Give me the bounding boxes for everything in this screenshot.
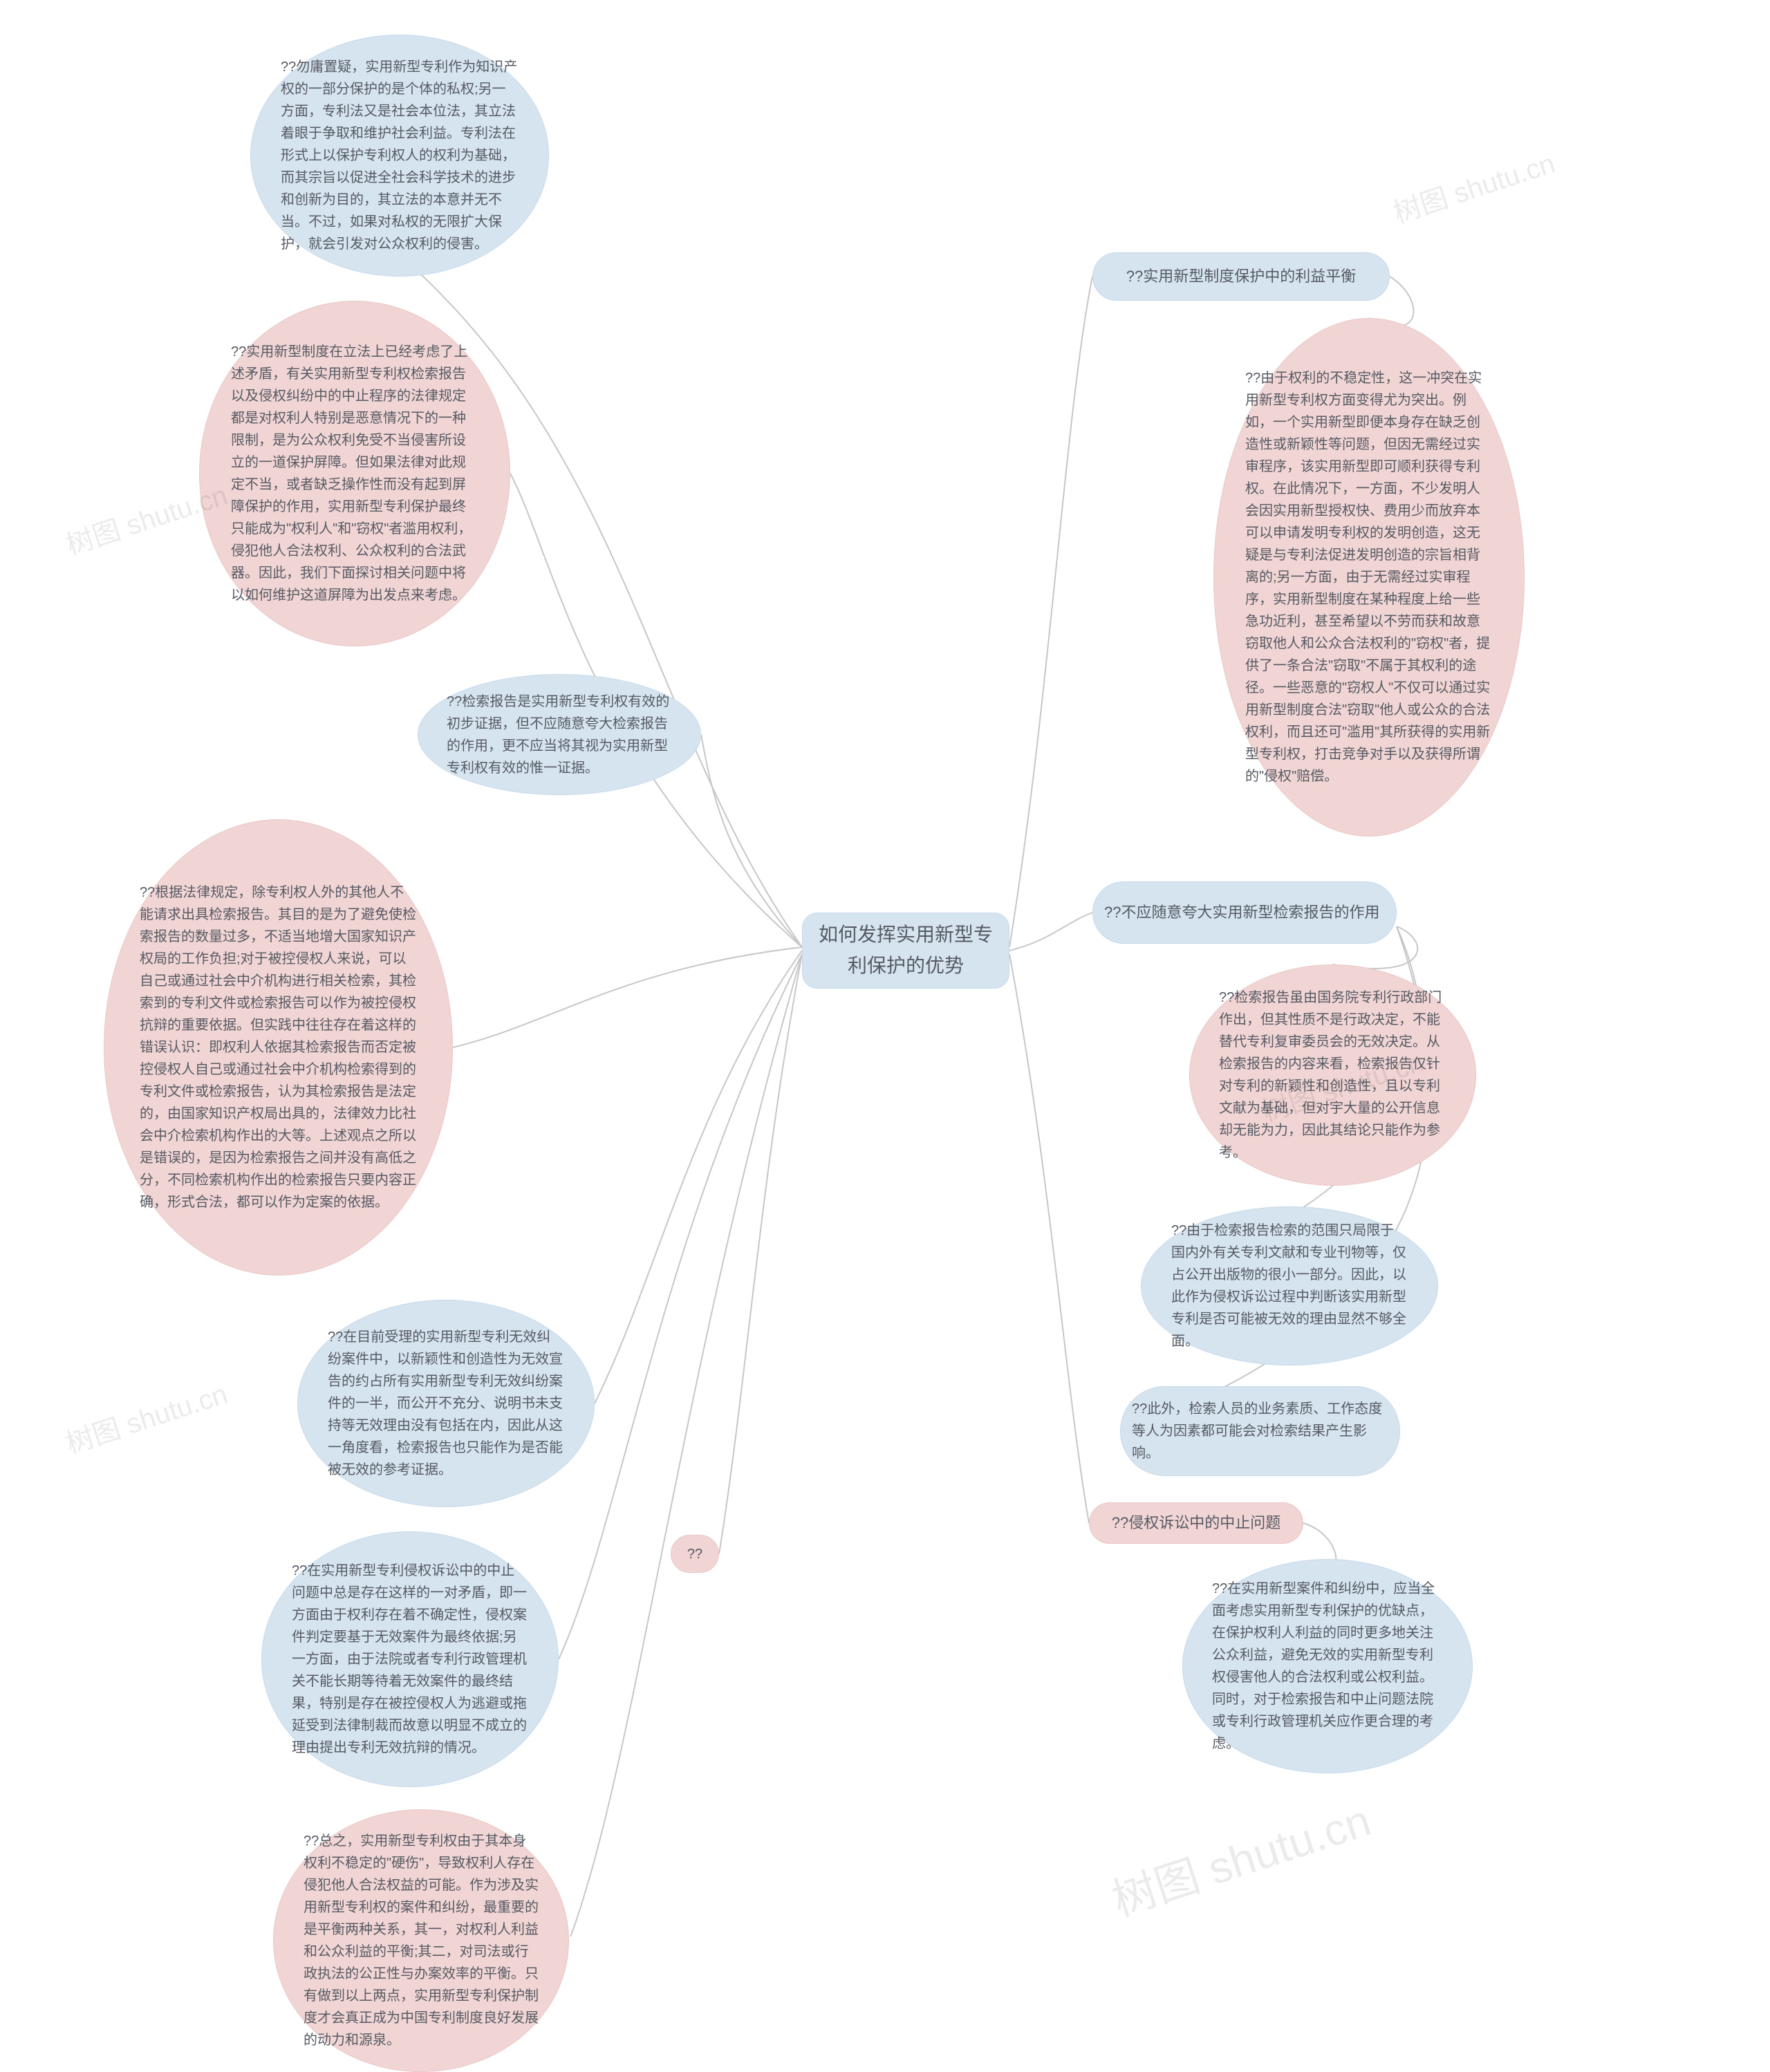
edge bbox=[1303, 1523, 1336, 1563]
mindmap-node-label: ??检索报告虽由国务院专利行政部门作出，但其性质不是行政决定，不能替代专利复审委… bbox=[1219, 987, 1446, 1164]
mindmap-node: ??实用新型制度在立法上已经考虑了上述矛盾，有关实用新型专利权检索报告以及侵权纠… bbox=[199, 301, 510, 646]
edge bbox=[701, 735, 802, 948]
mindmap-node-label: ??在目前受理的实用新型专利无效纠纷案件中，以新颖性和创造性为无效宣告的约占所有… bbox=[328, 1326, 564, 1481]
mindmap-node: ??不应随意夸大实用新型检索报告的作用 bbox=[1092, 881, 1397, 944]
mindmap-node: ??总之，实用新型专利权由于其本身权利不稳定的"硬伤"，导致权利人存在侵犯他人合… bbox=[273, 1809, 569, 2072]
mindmap-node: ??在实用新型案件和纠纷中，应当全面考虑实用新型专利保护的优缺点，在保护权利人利… bbox=[1182, 1559, 1473, 1773]
mindmap-node-label: ??此外，检索人员的业务素质、工作态度等人为因素都可能会对检索结果产生影响。 bbox=[1132, 1398, 1388, 1464]
mindmap-node-label: ??侵权诉讼中的中止问题 bbox=[1101, 1511, 1292, 1535]
edge bbox=[569, 954, 802, 1936]
edge bbox=[719, 954, 802, 1554]
mindmap-canvas: 如何发挥实用新型专利保护的优势 ??实用新型制度保护中的利益平衡 ??由于权利的不… bbox=[0, 0, 1770, 1936]
mindmap-node: ??检索报告虽由国务院专利行政部门作出，但其性质不是行政决定，不能替代专利复审委… bbox=[1189, 964, 1476, 1186]
mindmap-node-label: ??实用新型制度在立法上已经考虑了上述矛盾，有关实用新型专利权检索报告以及侵权纠… bbox=[231, 341, 478, 606]
watermark: 树图 shutu.cn bbox=[60, 1372, 232, 1462]
edge bbox=[1009, 954, 1089, 1523]
center-node: 如何发挥实用新型专利保护的优势 bbox=[802, 913, 1009, 989]
center-node-label: 如何发挥实用新型专利保护的优势 bbox=[814, 920, 998, 982]
watermark: 树图 shutu.cn bbox=[1388, 141, 1559, 231]
edge bbox=[1009, 277, 1092, 947]
mindmap-node-label: ??总之，实用新型专利权由于其本身权利不稳定的"硬伤"，导致权利人存在侵犯他人合… bbox=[304, 1830, 539, 2051]
mindmap-node: ??侵权诉讼中的中止问题 bbox=[1089, 1502, 1303, 1544]
edge bbox=[595, 951, 802, 1403]
mindmap-node: ??在目前受理的实用新型专利无效纠纷案件中，以新颖性和创造性为无效宣告的约占所有… bbox=[297, 1300, 595, 1507]
mindmap-node-label: ?? bbox=[682, 1543, 707, 1565]
mindmap-node: ??检索报告是实用新型专利权有效的初步证据，但不应随意夸大检索报告的作用，更不应… bbox=[418, 674, 701, 795]
mindmap-node: ??在实用新型专利侵权诉讼中的中止问题中总是存在这样的一对矛盾，即一方面由于权利… bbox=[261, 1531, 559, 1787]
mindmap-node: ??根据法律规定，除专利权人外的其他人不能请求出具检索报告。其目的是为了避免使检… bbox=[104, 819, 453, 1276]
mindmap-node: ??由于检索报告检索的范围只局限于国内外有关专利文献和专业刊物等，仅占公开出版物… bbox=[1141, 1206, 1438, 1365]
watermark: 树图 shutu.cn bbox=[1103, 1785, 1377, 1928]
mindmap-node-label: ??检索报告是实用新型专利权有效的初步证据，但不应随意夸大检索报告的作用，更不应… bbox=[447, 691, 672, 779]
edge bbox=[453, 947, 802, 1047]
mindmap-node-label: ??实用新型制度保护中的利益平衡 bbox=[1104, 264, 1378, 288]
mindmap-node: ??实用新型制度保护中的利益平衡 bbox=[1092, 252, 1390, 301]
mindmap-node: ??此外，检索人员的业务素质、工作态度等人为因素都可能会对检索结果产生影响。 bbox=[1120, 1386, 1400, 1476]
mindmap-node: ?? bbox=[671, 1535, 719, 1573]
mindmap-node: ??由于权利的不稳定性，这一冲突在实用新型专利权方面变得尤为突出。例如，一个实用… bbox=[1213, 318, 1525, 837]
mindmap-node: ??勿庸置疑，实用新型专利作为知识产权的一部分保护的是个体的私权;另一方面，专利… bbox=[250, 35, 549, 277]
edge bbox=[1009, 913, 1092, 951]
mindmap-node-label: ??由于权利的不稳定性，这一冲突在实用新型专利权方面变得尤为突出。例如，一个实用… bbox=[1245, 367, 1493, 787]
mindmap-node-label: ??在实用新型案件和纠纷中，应当全面考虑实用新型专利保护的优缺点，在保护权利人利… bbox=[1212, 1578, 1443, 1755]
mindmap-node-label: ??由于检索报告检索的范围只局限于国内外有关专利文献和专业刊物等，仅占公开出版物… bbox=[1171, 1220, 1408, 1352]
mindmap-node-label: ??勿庸置疑，实用新型专利作为知识产权的一部分保护的是个体的私权;另一方面，专利… bbox=[281, 56, 519, 255]
mindmap-node-label: ??根据法律规定，除专利权人外的其他人不能请求出具检索报告。其目的是为了避免使检… bbox=[140, 881, 417, 1213]
mindmap-node-label: ??不应随意夸大实用新型检索报告的作用 bbox=[1104, 900, 1385, 924]
mindmap-node-label: ??在实用新型专利侵权诉讼中的中止问题中总是存在这样的一对矛盾，即一方面由于权利… bbox=[292, 1560, 528, 1759]
